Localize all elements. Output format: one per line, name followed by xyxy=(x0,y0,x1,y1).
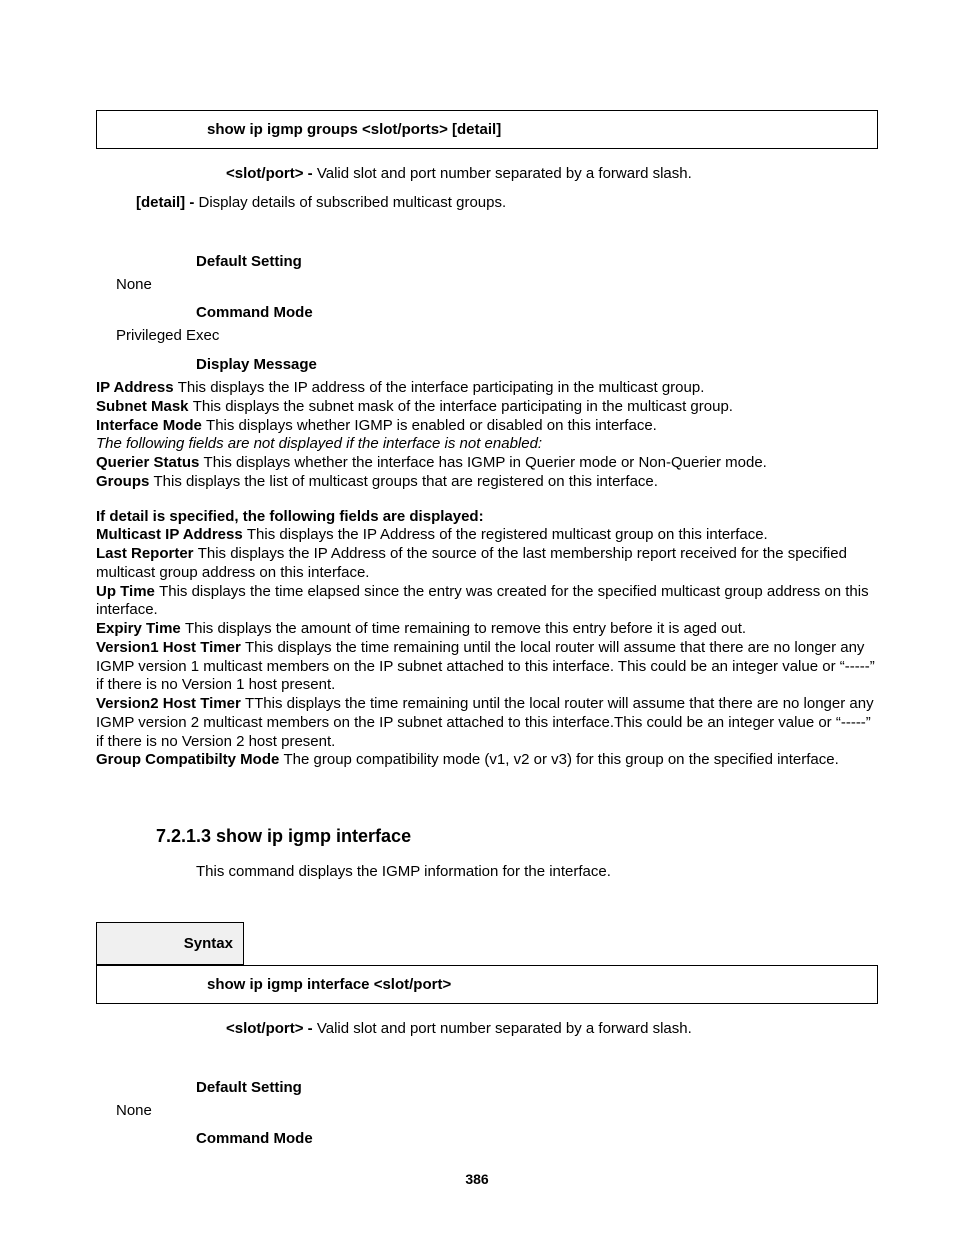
field-desc: This displays the IP Address of the sour… xyxy=(96,545,847,581)
param-rest: Valid slot and port number separated by … xyxy=(317,1020,692,1037)
field-label: Up Time xyxy=(96,583,159,600)
value-priv-exec: Privileged Exec xyxy=(96,327,878,346)
param-lead: <slot/port> - xyxy=(226,1020,317,1037)
field-label: Group Compatibilty Mode xyxy=(96,751,284,768)
detail-block: Multicast IP Address This displays the I… xyxy=(96,526,878,770)
page-number: 386 xyxy=(0,1171,954,1187)
field-label: Groups xyxy=(96,473,154,490)
heading-default-setting: Default Setting xyxy=(196,253,878,270)
display-message-block: IP Address This displays the IP address … xyxy=(96,379,878,492)
field-desc: This displays the IP address of the inte… xyxy=(178,379,705,396)
field-desc: This displays the IP Address of the regi… xyxy=(247,526,768,543)
conditional-note: The following fields are not displayed i… xyxy=(96,435,878,454)
command-syntax-box: show ip igmp groups <slot/ports> [detail… xyxy=(96,110,878,149)
param-detail: [detail] - Display details of subscribed… xyxy=(96,194,878,213)
heading-display-message: Display Message xyxy=(196,356,878,373)
page-container: show ip igmp groups <slot/ports> [detail… xyxy=(0,0,954,1235)
value-none: None xyxy=(96,276,878,295)
command-text: show ip igmp groups <slot/ports> [detail… xyxy=(207,121,501,138)
param-rest: Valid slot and port number separated by … xyxy=(317,165,692,182)
field-desc: This displays the amount of time remaini… xyxy=(185,620,746,637)
field-desc: This displays the subnet mask of the int… xyxy=(193,398,733,415)
field-desc: This displays whether the interface has … xyxy=(204,454,767,471)
syntax-label-row: Syntax xyxy=(96,922,878,965)
field-desc: This displays the list of multicast grou… xyxy=(154,473,658,490)
param-slot-port: <slot/port> - Valid slot and port number… xyxy=(96,1020,878,1039)
field-label: IP Address xyxy=(96,379,178,396)
param-lead: <slot/port> - xyxy=(226,165,317,182)
value-none: None xyxy=(96,1102,878,1121)
field-label: Subnet Mask xyxy=(96,398,193,415)
section-heading: 7.2.1.3 show ip igmp interface xyxy=(156,826,878,847)
syntax-label: Syntax xyxy=(96,922,244,965)
command-syntax-box: show ip igmp interface <slot/port> xyxy=(96,965,878,1004)
field-label: Version1 Host Timer xyxy=(96,639,245,656)
field-label: Interface Mode xyxy=(96,417,206,434)
section-description: This command displays the IGMP informati… xyxy=(196,863,878,882)
param-slot-port: <slot/port> - Valid slot and port number… xyxy=(96,165,878,184)
field-desc: This displays the time elapsed since the… xyxy=(96,583,869,619)
field-label: Version2 Host Timer xyxy=(96,695,245,712)
field-label: Last Reporter xyxy=(96,545,198,562)
field-desc: The group compatibility mode (v1, v2 or … xyxy=(284,751,839,768)
param-rest: Display details of subscribed multicast … xyxy=(199,194,507,211)
field-label: Querier Status xyxy=(96,454,204,471)
heading-command-mode: Command Mode xyxy=(196,304,878,321)
field-desc: This displays whether IGMP is enabled or… xyxy=(206,417,657,434)
detail-heading: If detail is specified, the following fi… xyxy=(96,508,878,527)
field-label: Expiry Time xyxy=(96,620,185,637)
heading-default-setting: Default Setting xyxy=(196,1079,878,1096)
param-lead: [detail] - xyxy=(136,194,199,211)
field-label: Multicast IP Address xyxy=(96,526,247,543)
heading-command-mode: Command Mode xyxy=(196,1130,878,1147)
command-text: show ip igmp interface <slot/port> xyxy=(207,976,451,993)
